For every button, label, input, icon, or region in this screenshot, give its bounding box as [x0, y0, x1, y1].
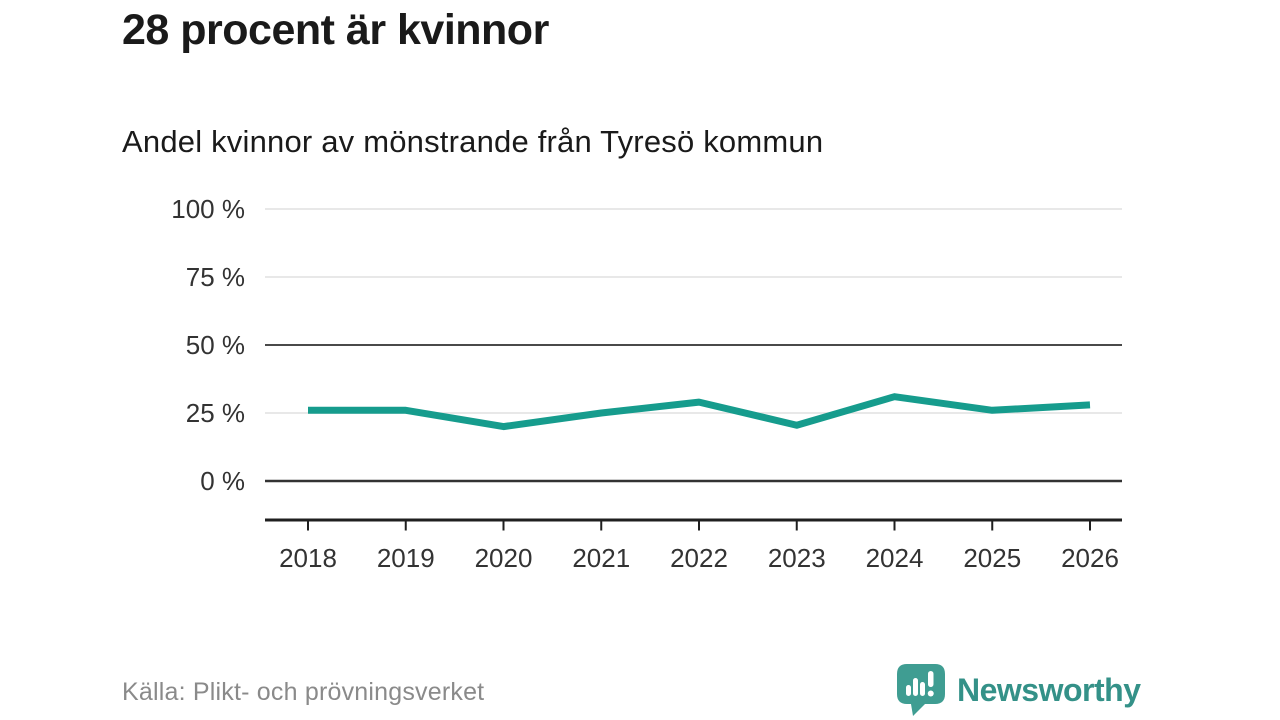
source-note: Källa: Plikt- och prövningsverket [122, 678, 485, 706]
bar-icon [913, 678, 918, 696]
y-tick-label: 75 % [186, 262, 245, 292]
y-tick-label: 0 % [200, 466, 245, 496]
x-tick-label: 2023 [768, 543, 826, 573]
brand-name: Newsworthy [957, 672, 1141, 708]
x-tick-label: 2025 [963, 543, 1021, 573]
bar-icon [920, 682, 925, 696]
x-tick-label: 2022 [670, 543, 728, 573]
exclamation-icon [928, 671, 934, 687]
x-tick-label: 2024 [866, 543, 924, 573]
bar-icon [906, 685, 911, 696]
newsworthy-logo: Newsworthy [897, 664, 1141, 716]
y-tick-label: 100 % [171, 194, 245, 224]
data-line [308, 393, 1091, 431]
chart-title: 28 procent är kvinnor [122, 6, 549, 54]
chart-subtitle: Andel kvinnor av mönstrande från Tyresö … [122, 124, 824, 159]
exclamation-dot [927, 690, 934, 697]
x-tick-label: 2018 [279, 543, 337, 573]
line-chart: 0 % 25 % 50 % 75 % 100 % 2018 2019 2020 2021 2022… [171, 194, 1122, 573]
newsworthy-bubble-barchart-icon [897, 664, 945, 716]
x-tick-label: 2021 [572, 543, 630, 573]
x-tick-label: 2019 [377, 543, 435, 573]
y-tick-label: 25 % [186, 398, 245, 428]
x-tick-label: 2026 [1061, 543, 1119, 573]
y-tick-label: 50 % [186, 330, 245, 360]
x-tick-label: 2020 [475, 543, 533, 573]
